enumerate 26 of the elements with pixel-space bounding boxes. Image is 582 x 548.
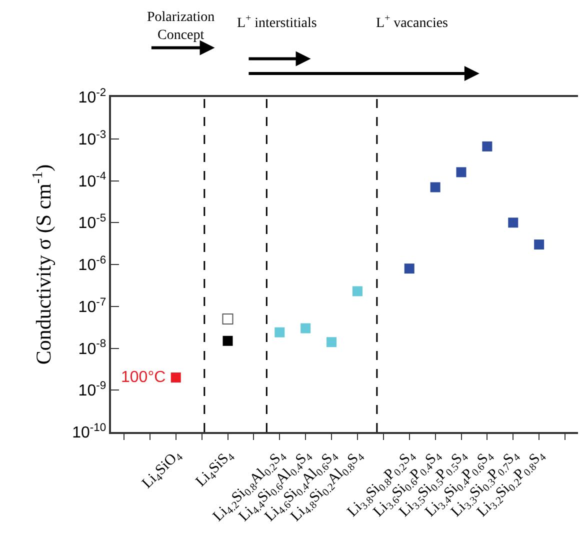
point <box>352 286 362 296</box>
point <box>222 313 234 324</box>
point <box>222 336 233 346</box>
point <box>404 264 414 274</box>
point <box>326 337 337 348</box>
y-tick-label: 10$^{-6}$ <box>78 254 106 274</box>
point <box>482 141 492 152</box>
point <box>456 167 466 178</box>
text: Polarization Concept <box>147 10 215 44</box>
y-tick-label: 10$^{-10}$ <box>72 422 106 442</box>
point <box>534 240 544 250</box>
y-tick-label: 10$^{-2}$ <box>78 86 106 107</box>
y-tick-label: 10$^{-8}$ <box>78 338 106 358</box>
y-tick-label: 10$^{-3}$ <box>78 128 106 148</box>
point <box>300 323 311 334</box>
point <box>430 182 440 192</box>
y-tick-label: 10$^{-9}$ <box>78 380 106 400</box>
text: L$^{+}$ interstitials <box>237 13 317 31</box>
point <box>508 218 518 228</box>
y-tick-label: 10$^{-7}$ <box>78 296 106 316</box>
y-tick-label: 10$^{-5}$ <box>78 212 106 232</box>
y-tick-label: 10$^{-4}$ <box>78 170 106 190</box>
point <box>170 372 181 383</box>
point <box>274 327 285 338</box>
annotation: 100°C <box>121 369 166 386</box>
text: L$^{+}$ vacancies <box>376 13 448 31</box>
